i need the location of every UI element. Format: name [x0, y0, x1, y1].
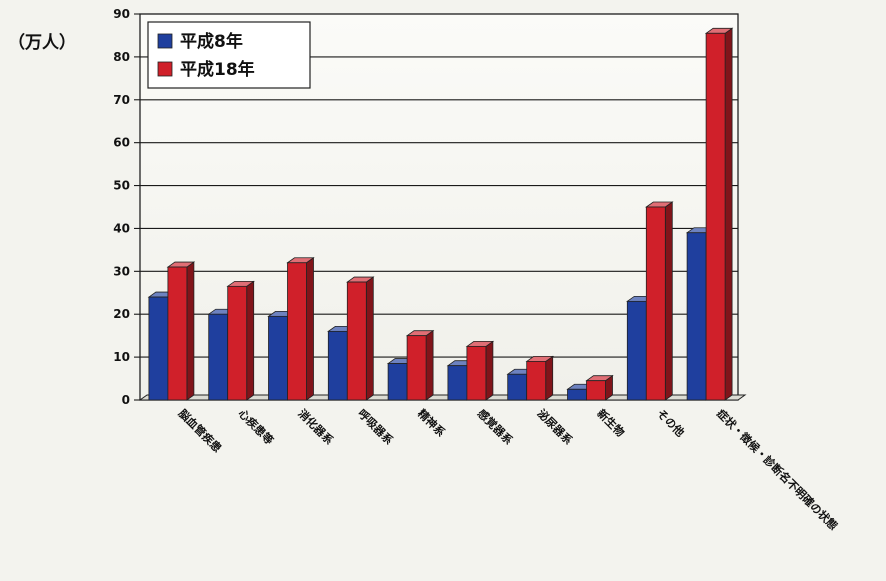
legend-swatch	[157, 61, 173, 77]
bar-front	[586, 380, 606, 401]
y-tick-label: 0	[122, 393, 130, 407]
x-tick-label: 精神系	[415, 406, 448, 439]
x-tick-label: 感覚器系	[475, 406, 516, 447]
bar-h18	[645, 201, 674, 401]
bar-side	[545, 355, 554, 401]
y-tick-label: 10	[113, 350, 130, 364]
bar-side	[186, 261, 195, 401]
legend-swatch	[157, 33, 173, 49]
legend-label: 平成18年	[180, 59, 255, 80]
x-tick-label: 脳血管疾患	[176, 406, 225, 455]
bar-front	[227, 285, 248, 401]
y-unit-label: （万人）	[8, 32, 76, 53]
bar-front	[287, 262, 307, 401]
legend-box	[147, 21, 311, 89]
bar-side	[365, 276, 374, 401]
x-tick-label: 呼吸器系	[355, 406, 396, 447]
x-tick-labels: 脳血管疾患 心疾患等 消化器系 呼吸器系 精神系 感覚器系 泌尿器系 新生物 その他 症状・徴候・…	[176, 406, 841, 533]
bar-front	[346, 281, 367, 401]
bar-h18	[286, 256, 315, 401]
bar-front	[626, 300, 647, 401]
bar-front	[705, 32, 726, 401]
bars	[147, 27, 734, 401]
y-tick-label: 60	[113, 136, 130, 150]
bar-front	[686, 232, 707, 401]
bar-front	[645, 206, 666, 401]
bar-side	[425, 329, 434, 401]
bar-front	[466, 345, 487, 401]
bar-h18	[704, 27, 734, 401]
bar-side	[306, 256, 314, 401]
bar-front	[327, 330, 348, 401]
bar-front	[167, 266, 188, 401]
bar-front	[148, 296, 169, 401]
x-tick-label: 消化器系	[295, 406, 336, 447]
bar-h18	[585, 374, 614, 401]
bar-side	[724, 27, 733, 401]
bar-front	[447, 365, 468, 401]
bar-side	[664, 201, 673, 401]
bar-front	[208, 313, 229, 401]
bar-front	[387, 363, 408, 401]
y-tick-label: 40	[113, 221, 130, 235]
x-tick-label: 症状・徴候・診断名不明確の状態	[714, 406, 841, 533]
bar-side	[246, 280, 255, 401]
y-tick-label: 30	[113, 264, 130, 278]
bar-h18	[166, 261, 196, 401]
bar-front	[268, 315, 288, 401]
bar-side	[485, 340, 494, 401]
x-tick-label: 心疾患等	[236, 406, 277, 447]
bar-front	[507, 373, 528, 401]
x-tick-label: 泌尿器系	[535, 406, 576, 447]
y-tick-labels: 0 10 20 30 40 50 60 70 80 90	[113, 7, 130, 407]
bar-h18	[405, 329, 435, 401]
bar-h18	[346, 276, 375, 401]
y-tick-label: 90	[113, 7, 130, 21]
x-tick-label: その他	[654, 406, 687, 439]
y-tick-label: 80	[113, 50, 130, 64]
y-tick-label: 70	[113, 93, 130, 107]
y-tick-label: 50	[113, 179, 130, 193]
bar-h18	[465, 340, 495, 401]
x-tick-label: 新生物	[594, 406, 627, 439]
bar-h18	[226, 280, 255, 401]
y-tick-label: 20	[113, 307, 130, 321]
bar-h18	[525, 355, 554, 401]
bar-front	[526, 360, 547, 401]
legend-label: 平成8年	[180, 31, 243, 52]
bar-front	[406, 335, 427, 401]
bar-front	[567, 388, 587, 401]
